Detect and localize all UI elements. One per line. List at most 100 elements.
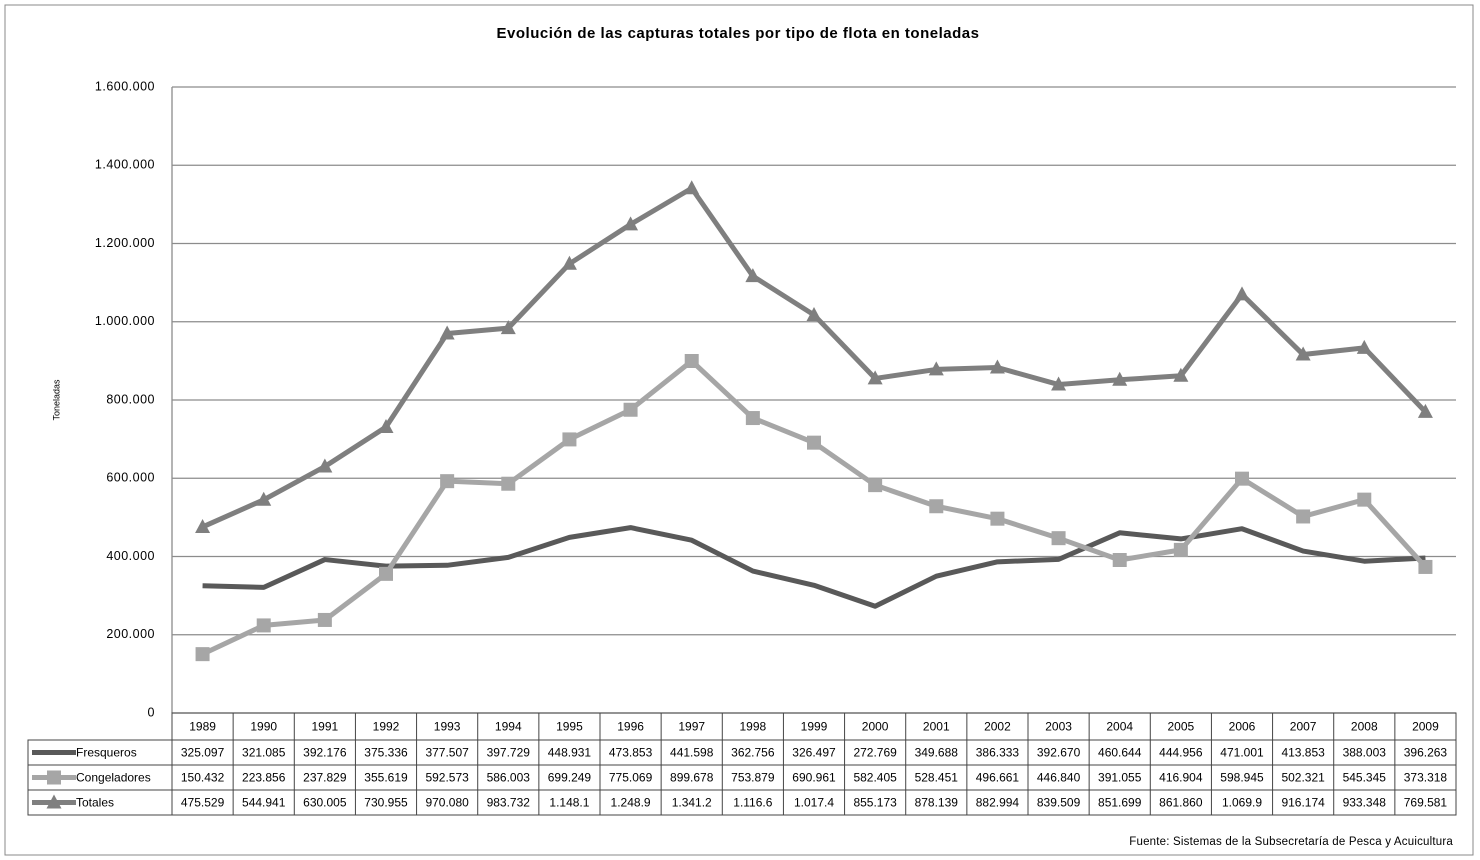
table-cell: 528.451 [915, 771, 959, 785]
y-tick-label: 200.000 [106, 627, 155, 641]
legend-label: Congeladores [76, 771, 151, 785]
table-cell: 375.336 [364, 746, 408, 760]
table-cell: 441.598 [670, 746, 714, 760]
x-tick-label: 2006 [1229, 720, 1256, 734]
table-cell: 933.348 [1343, 796, 1387, 810]
marker [1295, 346, 1311, 361]
marker [256, 618, 271, 633]
table-cell: 839.509 [1037, 796, 1081, 810]
chart-title: Evolución de las capturas totales por ti… [497, 25, 980, 42]
x-tick-label: 1991 [312, 720, 339, 734]
table-cell: 392.670 [1037, 746, 1081, 760]
marker [1051, 531, 1066, 546]
table-cell: 878.139 [915, 796, 959, 810]
marker [500, 320, 516, 335]
marker [1173, 542, 1188, 557]
marker [928, 361, 944, 376]
x-tick-label: 1995 [556, 720, 583, 734]
x-tick-label: 2005 [1168, 720, 1195, 734]
marker [379, 566, 393, 581]
table-cell: 544.941 [242, 796, 286, 810]
table-cell: 1.148.1 [549, 796, 589, 810]
y-tick-label: 800.000 [106, 392, 155, 406]
marker [256, 491, 272, 506]
y-tick-label: 1.400.000 [95, 158, 155, 172]
marker [990, 511, 1005, 526]
table-cell: 392.176 [303, 746, 347, 760]
table-cell: 448.931 [548, 746, 592, 760]
table-cell: 473.853 [609, 746, 653, 760]
x-tick-label: 1989 [189, 720, 216, 734]
table-cell: 861.860 [1159, 796, 1203, 810]
marker [989, 359, 1005, 374]
y-tick-label: 0 [148, 705, 155, 719]
x-tick-label: 1997 [678, 720, 705, 734]
table-cell: 396.263 [1404, 746, 1448, 760]
table-cell: 851.699 [1098, 796, 1142, 810]
marker [46, 794, 62, 809]
table-cell: 586.003 [487, 771, 531, 785]
table-cell: 444.956 [1159, 746, 1203, 760]
marker [1356, 339, 1372, 354]
x-tick-label: 2009 [1412, 720, 1439, 734]
x-tick-label: 2002 [984, 720, 1011, 734]
table-cell: 699.249 [548, 771, 592, 785]
x-tick-label: 2007 [1290, 720, 1317, 734]
x-tick-label: 1994 [495, 720, 522, 734]
table-cell: 150.432 [181, 771, 225, 785]
marker [1235, 471, 1249, 486]
table-cell: 983.732 [487, 796, 531, 810]
x-tick-label: 1992 [373, 720, 400, 734]
marker [867, 370, 883, 385]
table-cell: 753.879 [731, 771, 775, 785]
table-cell: 630.005 [303, 796, 347, 810]
table-cell: 1.116.6 [733, 796, 772, 810]
marker [440, 474, 455, 489]
legend-label: Fresqueros [76, 746, 137, 760]
marker [317, 458, 333, 473]
table-cell: 916.174 [1281, 796, 1325, 810]
table-cell: 373.318 [1404, 771, 1448, 785]
marker [868, 478, 883, 493]
x-tick-label: 2000 [862, 720, 889, 734]
marker [745, 411, 760, 426]
marker [1234, 286, 1250, 301]
marker [806, 306, 822, 321]
table-cell: 326.497 [792, 746, 836, 760]
table-cell: 882.994 [976, 796, 1020, 810]
table-cell: 321.085 [242, 746, 286, 760]
table-cell: 386.333 [976, 746, 1020, 760]
x-tick-label: 1996 [617, 720, 644, 734]
marker [623, 216, 639, 231]
table-cell: 502.321 [1281, 771, 1325, 785]
marker [623, 402, 638, 417]
table-cell: 598.945 [1220, 771, 1264, 785]
table-cell: 582.405 [853, 771, 897, 785]
table-cell: 362.756 [731, 746, 775, 760]
table-cell: 592.573 [425, 771, 469, 785]
y-tick-label: 1.000.000 [95, 314, 155, 328]
marker [745, 268, 761, 283]
table-cell: 471.001 [1220, 746, 1264, 760]
marker [684, 354, 699, 369]
y-tick-label: 400.000 [106, 549, 155, 563]
x-tick-label: 2001 [923, 720, 950, 734]
marker [317, 612, 332, 627]
marker [47, 770, 61, 785]
table-cell: 1.341.2 [672, 796, 712, 810]
x-tick-label: 2003 [1045, 720, 1072, 734]
table-cell: 272.769 [853, 746, 897, 760]
table-cell: 545.345 [1343, 771, 1387, 785]
y-tick-label: 1.200.000 [95, 236, 155, 250]
table-cell: 413.853 [1281, 746, 1325, 760]
marker [1173, 367, 1189, 382]
x-tick-label: 1993 [434, 720, 461, 734]
table-cell: 223.856 [242, 771, 286, 785]
table-cell: 1.017.4 [794, 796, 834, 810]
marker [1112, 371, 1128, 386]
marker [439, 325, 455, 340]
table-cell: 416.904 [1159, 771, 1203, 785]
marker [1357, 492, 1372, 507]
source-note: Fuente: Sistemas de la Subsecretaría de … [1129, 836, 1453, 848]
